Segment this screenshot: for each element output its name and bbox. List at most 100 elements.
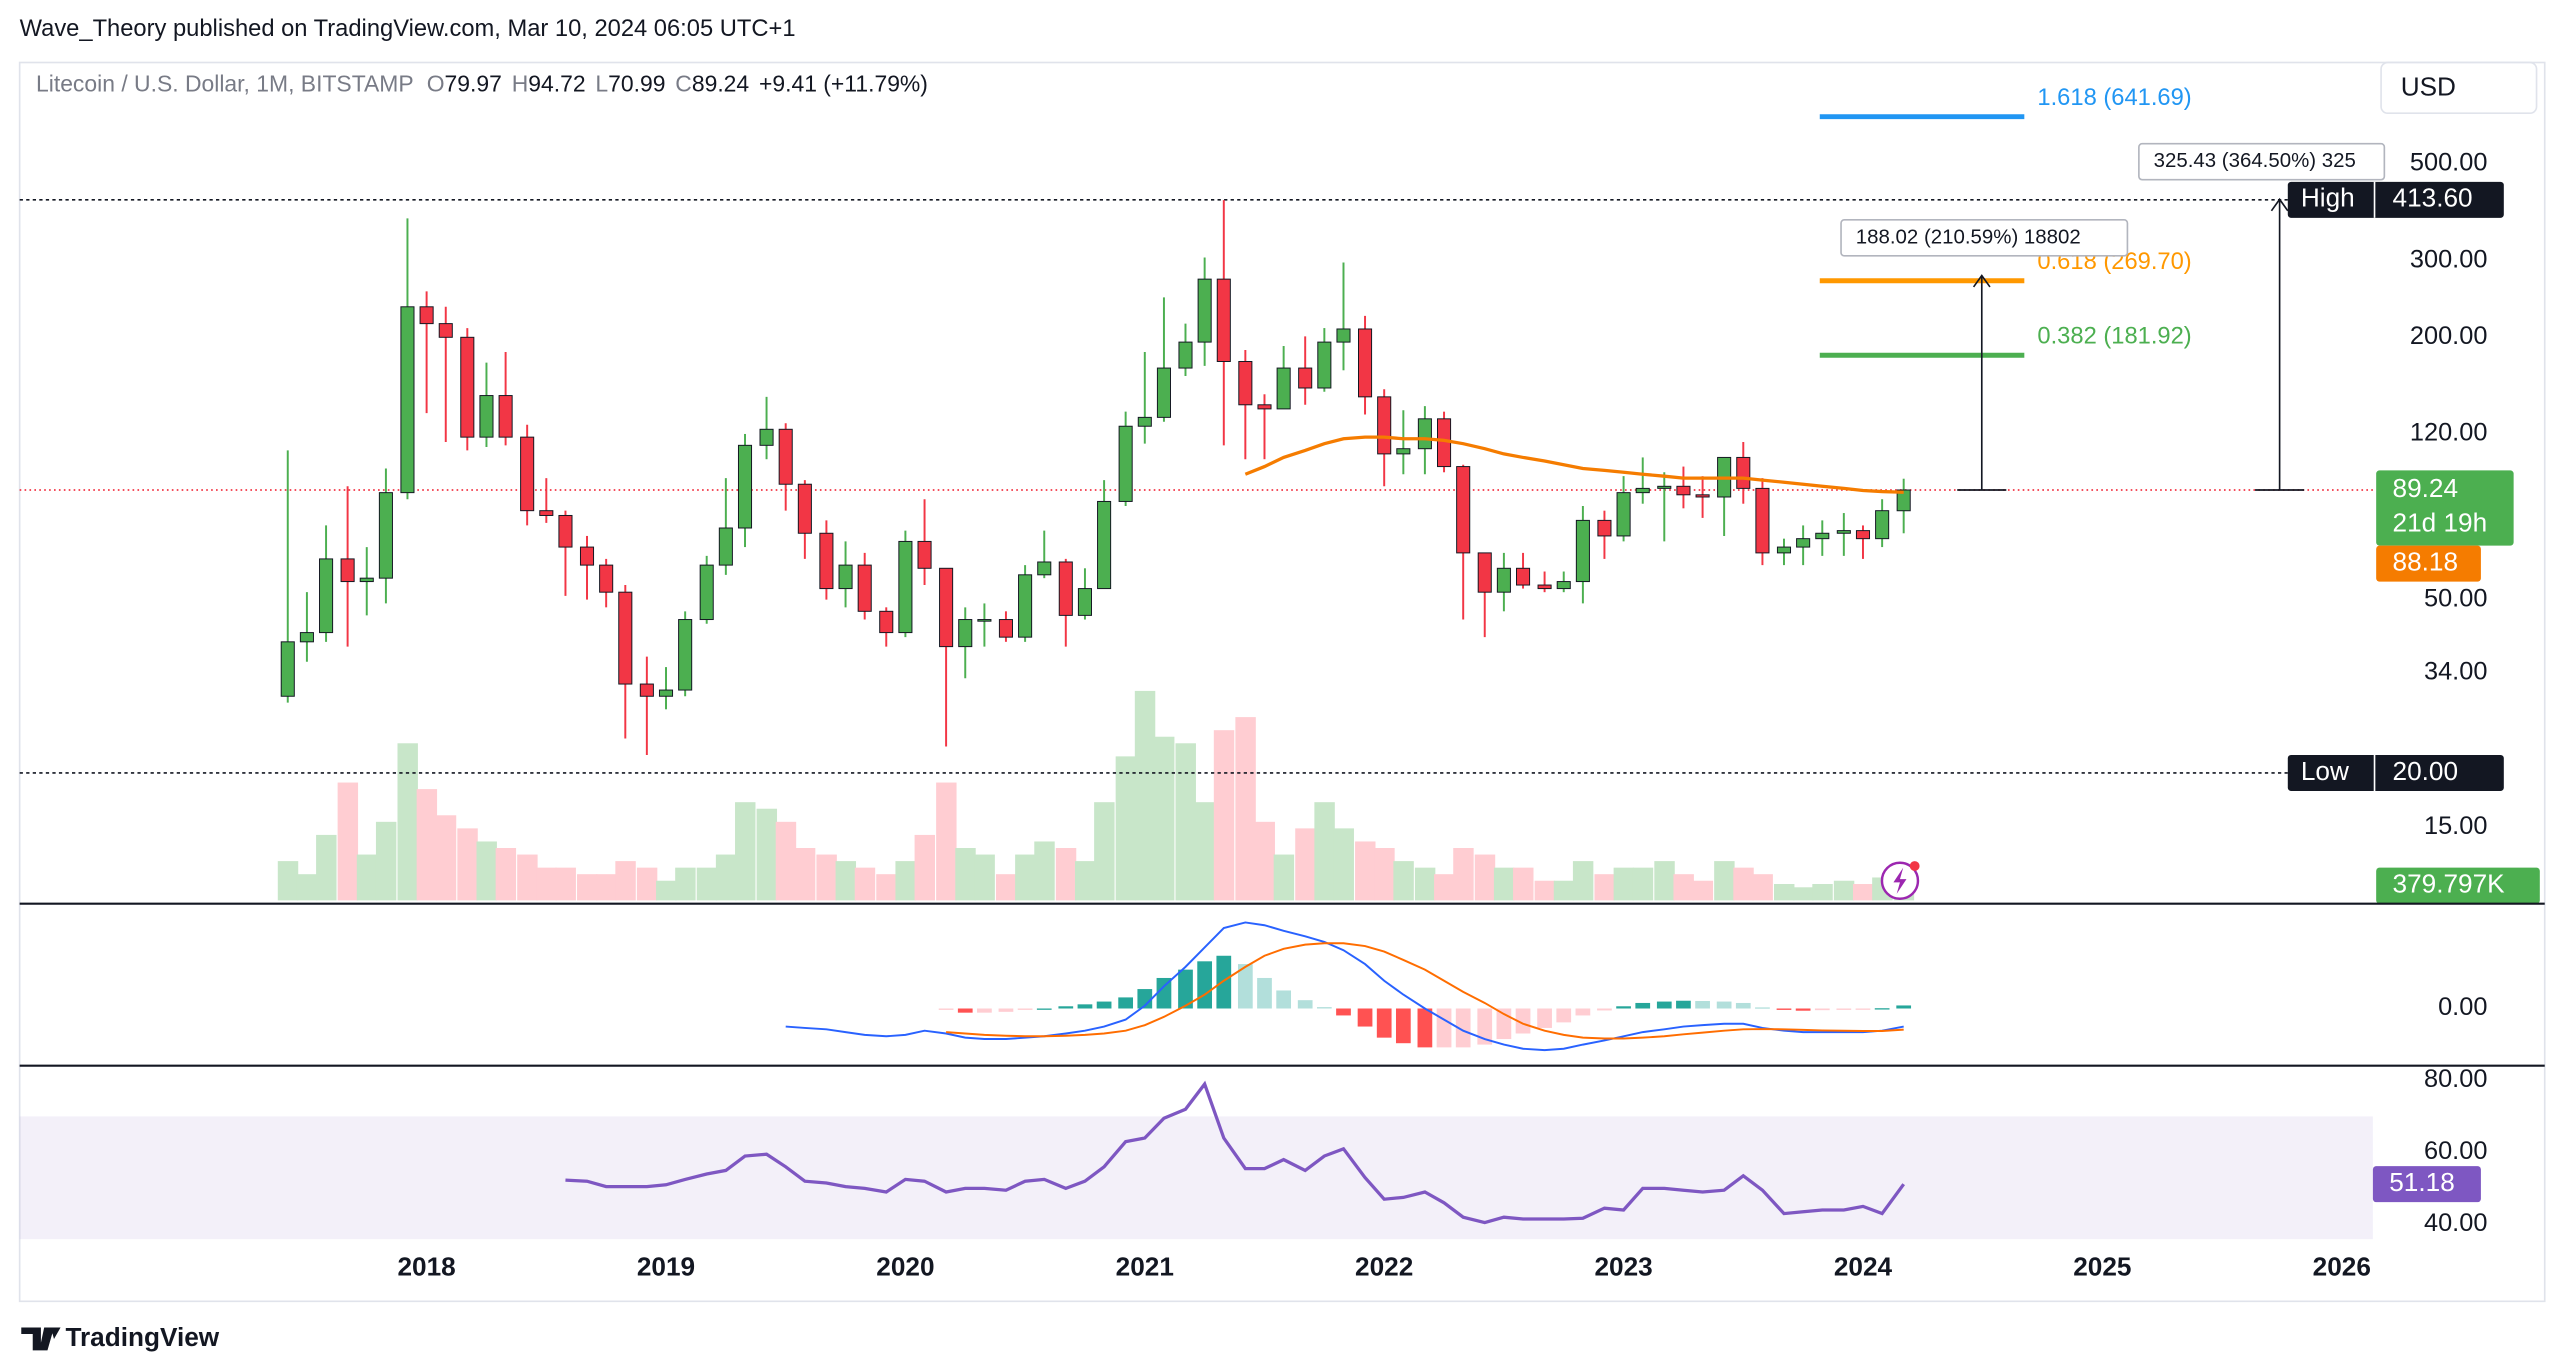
candle-body: [479, 395, 494, 438]
alert-bolt[interactable]: [1893, 867, 1907, 894]
candle-body: [1657, 485, 1672, 489]
candle-body: [1635, 487, 1650, 494]
macd-histogram-bar: [1376, 1008, 1392, 1038]
price-label: 89.24: [2393, 473, 2459, 503]
low-name: Low: [2301, 756, 2349, 786]
alert-dot[interactable]: [1909, 861, 1920, 871]
volume-bar: [1213, 730, 1235, 901]
currency-button[interactable]: [2380, 61, 2538, 115]
candle-body: [1597, 519, 1612, 537]
volume-bar: [1774, 884, 1795, 901]
y-tick-label: 50.00: [2424, 584, 2487, 612]
candle-body: [1676, 485, 1691, 496]
macd-histogram-bar: [1077, 1004, 1093, 1009]
countdown-label: 21d 19h: [2393, 507, 2488, 537]
candle-body: [618, 591, 633, 685]
volume-bar: [1295, 828, 1316, 901]
logo-mark: [21, 1327, 61, 1351]
x-tick-label: 2026: [2313, 1252, 2371, 1282]
macd-histogram-bar: [1237, 964, 1253, 1009]
candle-body: [1516, 567, 1531, 586]
macd-histogram-bar: [1716, 1001, 1732, 1009]
alert-icon[interactable]: [1880, 861, 1920, 900]
macd-histogram-bar: [1178, 969, 1193, 1009]
measure-label: 325.43 (364.50%) 325: [2154, 149, 2356, 172]
volume-bar: [1793, 887, 1814, 901]
volume-bar: [895, 861, 916, 901]
candle-body: [1317, 341, 1332, 389]
candle-body: [438, 323, 453, 338]
low-label: 20.00: [2393, 756, 2459, 786]
candle-body: [520, 436, 535, 512]
macd-histogram-bar: [1575, 1008, 1591, 1016]
candle-body: [299, 632, 314, 643]
currency-label[interactable]: USD: [2401, 72, 2456, 102]
volume-bar: [495, 848, 517, 901]
candle-body: [1037, 561, 1052, 576]
candle-body: [819, 532, 834, 590]
candle-body: [1896, 489, 1911, 512]
candle-body: [1018, 574, 1033, 638]
y-tick-label: 34.00: [2424, 657, 2487, 685]
y-tick-label: 120.00: [2410, 419, 2488, 447]
volume-bar: [636, 867, 658, 901]
macd-histogram-bar: [1436, 1008, 1452, 1048]
macd-histogram-bar: [1417, 1008, 1433, 1048]
rsi-box: [2372, 1166, 2481, 1203]
candle-body: [977, 619, 992, 622]
y-tick-label: 500.00: [2410, 149, 2488, 177]
candle-body: [1377, 396, 1392, 455]
y-tick-label: 300.00: [2410, 245, 2488, 273]
volume-bar: [1194, 802, 1216, 901]
volume-bar: [1453, 848, 1474, 901]
candle-body: [1496, 567, 1511, 593]
candle-body: [778, 428, 793, 485]
fib-label: 1.618 (641.69): [2037, 85, 2191, 111]
moving-average: [1244, 435, 1904, 494]
volume-bar: [1752, 874, 1773, 901]
x-tick-label: 2021: [1116, 1252, 1174, 1282]
measure-box: [2138, 142, 2386, 181]
candle-body: [378, 492, 393, 579]
volume-bar: [1074, 861, 1096, 901]
candle-body: [1276, 367, 1291, 410]
macd-histogram-bar: [1676, 1000, 1691, 1009]
volume-bar: [1654, 861, 1675, 901]
macd-histogram-bar: [1597, 1008, 1612, 1011]
candle-body: [797, 483, 812, 534]
volume-bar: [914, 834, 936, 901]
macd-histogram-bar: [1735, 1002, 1751, 1009]
macd-histogram-bar: [1616, 1006, 1631, 1009]
volume-bar: [1812, 884, 1833, 901]
volume-bar: [936, 782, 957, 901]
volume-bar: [435, 815, 457, 901]
candle-body: [1456, 466, 1471, 554]
macd-histogram-bar: [1017, 1008, 1033, 1010]
candle-body: [939, 567, 954, 648]
macd-histogram-bar: [1477, 1008, 1493, 1045]
publisher: Wave_Theory published on TradingView.com…: [20, 16, 796, 42]
volume-bar: [1632, 867, 1654, 901]
macd-histogram-bar: [957, 1008, 973, 1013]
macd-histogram-bar: [977, 1008, 992, 1013]
rsi-line: [565, 1080, 1906, 1225]
legend-key: O: [427, 70, 445, 96]
legend-high: 94.72: [528, 70, 585, 96]
candle-body: [1537, 584, 1552, 590]
candle-body: [280, 641, 295, 697]
volume-bar: [854, 867, 876, 901]
candle-body: [998, 619, 1013, 638]
volume-bar: [696, 867, 718, 901]
candle-body: [737, 444, 753, 529]
volume-bar: [1314, 802, 1335, 901]
macd-histogram-bar: [1197, 961, 1213, 1009]
candle-body: [1796, 538, 1811, 548]
candle-body: [1238, 361, 1253, 406]
volume-bar: [835, 861, 857, 901]
volume-bar: [1055, 848, 1077, 901]
footer-logo: [21, 1327, 61, 1351]
macd-histogram-bar: [1316, 1007, 1332, 1009]
volume-bar: [375, 821, 397, 901]
rsi-tick-label: 80.00: [2424, 1065, 2487, 1093]
